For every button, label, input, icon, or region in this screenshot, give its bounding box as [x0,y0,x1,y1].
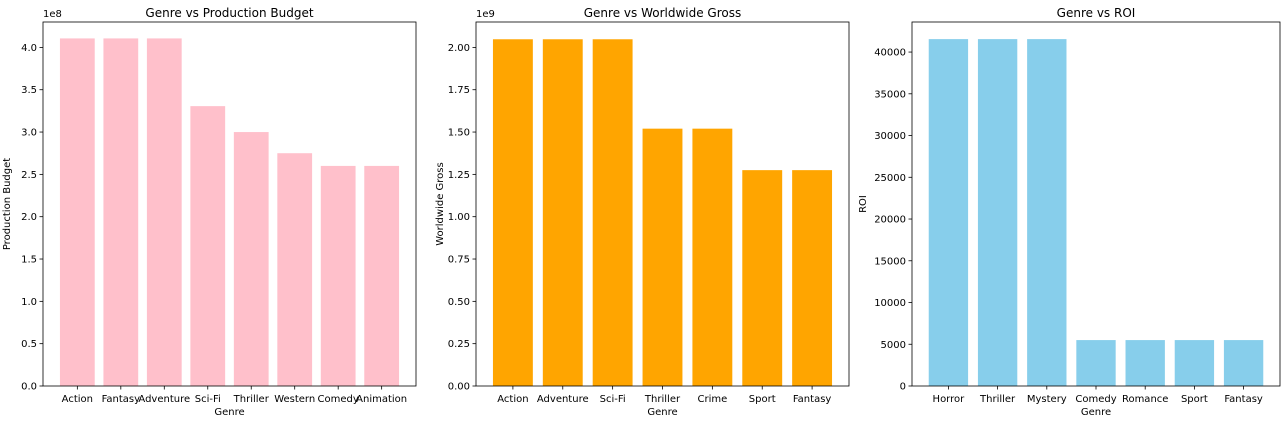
x-tick-label: Sport [1181,394,1208,405]
bar-mystery [1027,39,1067,387]
chart-panel-2: 0.00 0.25 0.50 0.75 1.00 1.25 1.50 1.75 2.00 Acti… [435,6,850,418]
y-tick-label: 0.25 [448,339,470,350]
bar-adventure [146,38,182,387]
axis-offset-text: 1e8 [43,9,62,20]
x-tick-label: Comedy [1075,394,1116,405]
x-tick-label: Sci-Fi [600,394,626,405]
y-tick-label: 1.25 [448,170,470,181]
y-tick-label: 40000 [874,48,906,59]
bar-fantasy [103,38,139,387]
y-tick-label: 2.0 [21,212,37,223]
bar-sport [742,170,783,386]
bar-fantasy [1223,340,1264,386]
bar-thriller [233,132,269,386]
bar-sport [1174,340,1215,386]
bar-western [277,153,313,386]
y-tick-label: 0.5 [21,339,37,350]
y-tick-label: 0.50 [448,297,470,308]
y-tick-label: 1.0 [21,297,37,308]
x-tick-label: Mystery [1027,394,1067,405]
x-tick-label: Crime [697,394,727,405]
plot-frame [42,21,417,387]
y-tick-label: 10000 [874,298,906,309]
bar-horror [928,39,969,387]
chart-title: Genre vs Worldwide Gross [584,6,742,20]
x-tick-label: Sport [749,394,776,405]
y-tick-label: 20000 [874,215,906,226]
x-axis-label: Genre [214,407,244,418]
y-axis-label: ROI [858,195,869,213]
x-tick-label: Adventure [537,394,589,405]
y-axis-label: Production Budget [2,158,13,250]
bar-action [492,39,533,387]
x-tick-label: Sci-Fi [195,394,221,405]
x-tick-label: Adventure [138,394,190,405]
y-tick-label: 5000 [881,340,906,351]
x-tick-label: Fantasy [1224,394,1263,405]
bar-romance [1125,340,1165,386]
y-tick-label: 2.00 [448,43,470,54]
y-tick-label: 0.00 [448,382,470,393]
x-tick-label: Western [274,394,315,405]
bar-crime [692,128,733,386]
x-tick-label: Action [497,394,528,405]
y-tick-label: 1.00 [448,212,470,223]
y-tick-label: 3.0 [21,128,37,139]
axis-offset-text: 1e9 [476,9,495,20]
bar-thriller [977,39,1018,387]
bar-thriller [642,128,683,386]
y-tick-label: 0.0 [21,382,37,393]
chart-title: Genre vs Production Budget [145,6,313,20]
bar-animation [364,165,400,386]
bar-comedy [320,165,356,386]
x-tick-label: Animation [356,394,407,405]
chart-title: Genre vs ROI [1057,6,1136,20]
bar-comedy [1076,340,1116,386]
bar-sci-fi [190,106,226,386]
y-tick-label: 15000 [874,256,906,267]
x-tick-label: Thriller [233,394,270,405]
y-tick-label: 4.0 [21,43,37,54]
chart-panel-3: 0 5000 10000 15000 20000 25000 30000 35000 40000… [858,6,1281,418]
x-axis-label: Genre [647,407,677,418]
x-tick-label: Horror [933,394,966,405]
x-tick-label: Fantasy [102,394,141,405]
x-tick-label: Romance [1122,394,1168,405]
y-tick-label: 1.75 [448,85,470,96]
y-tick-label: 30000 [874,131,906,142]
chart-panel-1: 0.0 0.5 1.0 1.5 2.0 2.5 3.0 3.5 4.0 Action Fantasy… [2,6,417,418]
x-tick-label: Fantasy [793,394,832,405]
x-tick-label: Comedy [318,394,359,405]
y-tick-label: 1.50 [448,128,470,139]
bar-sci-fi [592,39,633,387]
bar-fantasy [792,170,833,386]
y-axis-label: Worldwide Gross [435,162,446,245]
x-tick-label: Thriller [979,394,1016,405]
y-tick-label: 0 [900,382,906,393]
bar-adventure [542,39,583,387]
x-tick-label: Thriller [644,394,681,405]
y-tick-label: 35000 [874,89,906,100]
y-tick-label: 2.5 [21,170,37,181]
x-tick-label: Action [62,394,93,405]
y-tick-label: 25000 [874,173,906,184]
y-tick-label: 1.5 [21,255,37,266]
y-tick-label: 3.5 [21,85,37,96]
x-axis-label: Genre [1081,407,1111,418]
y-tick-label: 0.75 [448,255,470,266]
bar-action [59,38,95,387]
